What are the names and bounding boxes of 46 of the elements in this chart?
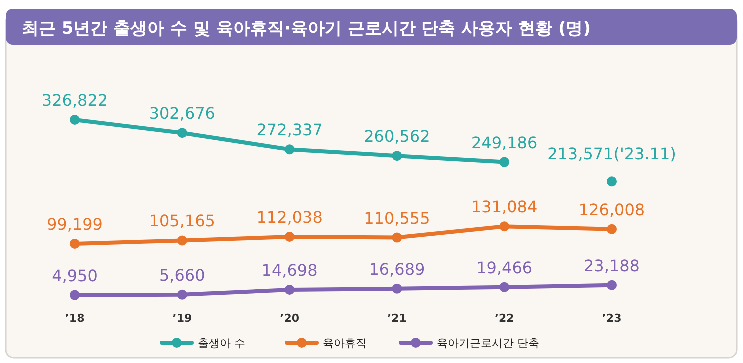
data-label: 23,188 [584,256,640,276]
point [284,284,295,295]
data-label: 249,186 [472,133,538,152]
point [70,115,80,125]
legend-label: 출생아 수 [198,337,246,350]
x-tick-label: ’19 [172,312,192,325]
x-tick-label: ’22 [494,312,514,325]
point [500,282,510,292]
legend-label: 육아휴직 [323,337,367,350]
data-label: 19,466 [476,258,533,278]
x-tick-label: ’23 [602,312,622,325]
legend-label: 육아기근로시간 단축 [437,337,540,350]
data-label: 260,562 [364,127,430,146]
data-label: 302,676 [149,104,216,124]
point [607,176,617,187]
data-label: 326,822 [42,91,108,110]
data-label: 16,689 [369,260,426,279]
data-label: 14,698 [262,260,318,280]
data-label: 112,038 [256,208,323,227]
point [500,157,510,168]
point [177,290,188,300]
data-label: 105,165 [149,212,216,231]
data-label: 272,337 [256,120,323,140]
data-label: 5,660 [159,266,206,285]
data-label: 110,555 [364,208,430,228]
data-label: 99,199 [47,214,103,234]
point [177,236,188,246]
point [70,290,80,300]
point [607,280,617,290]
x-tick-label: ’18 [65,312,85,325]
point [284,144,295,155]
data-label: 4,950 [52,266,98,286]
chart-title: 최근 5년간 출생아 수 및 육아휴직·육아기 근로시간 단축 사용자 현황 (명) [22,19,592,39]
data-label: 213,571('23.11) [548,144,676,164]
point [392,232,402,243]
point [392,151,402,162]
point [177,128,188,138]
data-label: 126,008 [578,200,646,220]
point [607,224,617,234]
point [500,222,510,232]
x-tick-label: ’21 [387,312,407,325]
point [70,238,80,249]
point [392,284,402,294]
data-label: 131,084 [472,198,538,217]
x-tick-label: ’20 [280,312,300,325]
point [284,232,295,242]
